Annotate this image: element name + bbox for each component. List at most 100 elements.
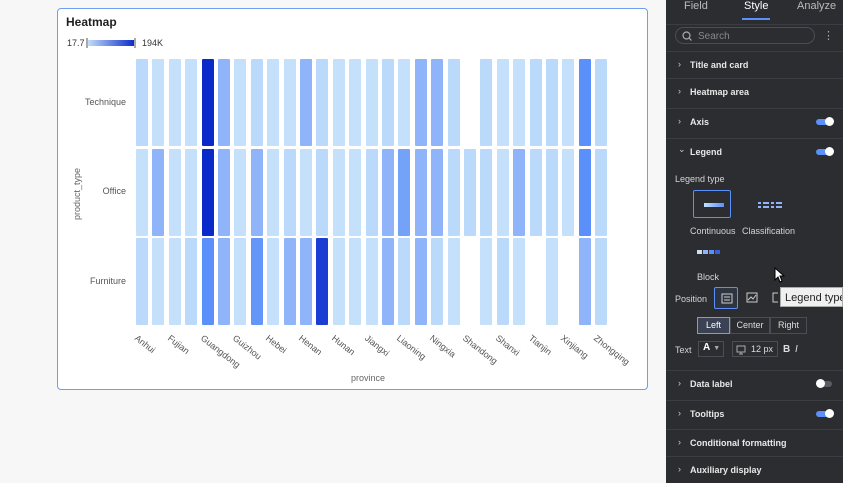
position-right-button[interactable] <box>766 287 778 309</box>
heatmap-cell[interactable] <box>578 149 591 236</box>
heatmap-cell[interactable] <box>332 238 345 325</box>
heatmap-cell[interactable] <box>234 59 247 146</box>
heatmap-cell[interactable] <box>332 149 345 236</box>
heatmap-cell[interactable] <box>562 59 575 146</box>
heatmap-cell[interactable] <box>431 238 444 325</box>
section-auxiliary-display[interactable]: › Auxiliary display <box>666 456 843 483</box>
heatmap-cell[interactable] <box>185 59 198 146</box>
heatmap-cell[interactable] <box>316 149 329 236</box>
heatmap-cell[interactable] <box>447 149 460 236</box>
tab-analyze[interactable]: Analyze <box>797 0 837 12</box>
heatmap-cell[interactable] <box>168 238 181 325</box>
legend-max-handle[interactable] <box>134 38 136 48</box>
heatmap-cell[interactable] <box>447 238 460 325</box>
heatmap-cell[interactable] <box>201 59 214 146</box>
axis-toggle[interactable] <box>816 117 834 126</box>
heatmap-cell[interactable] <box>480 59 493 146</box>
heatmap-cell[interactable] <box>218 149 230 236</box>
heatmap-cell[interactable] <box>300 59 312 146</box>
heatmap-cell[interactable] <box>513 59 526 146</box>
heatmap-cell[interactable] <box>201 149 214 236</box>
heatmap-cell[interactable] <box>414 149 427 236</box>
heatmap-cell[interactable] <box>431 59 444 146</box>
heatmap-cell[interactable] <box>365 238 378 325</box>
heatmap-cell[interactable] <box>513 149 526 236</box>
italic-button[interactable]: I <box>795 344 798 355</box>
heatmap-cell[interactable] <box>398 149 411 236</box>
heatmap-cell[interactable] <box>250 238 263 325</box>
align-right-button[interactable]: Right <box>770 317 807 334</box>
heatmap-cell[interactable] <box>283 59 296 146</box>
tab-field[interactable]: Field <box>684 0 708 12</box>
heatmap-cell[interactable] <box>529 59 542 146</box>
heatmap-cell[interactable] <box>267 59 280 146</box>
heatmap-cell[interactable] <box>152 238 165 325</box>
heatmap-cell[interactable] <box>316 59 329 146</box>
heatmap-cell[interactable] <box>250 59 263 146</box>
heatmap-cell[interactable] <box>300 149 312 236</box>
heatmap-cell[interactable] <box>152 149 165 236</box>
heatmap-cell[interactable] <box>300 238 312 325</box>
legend-min-handle[interactable] <box>86 38 88 48</box>
legend-gradient-bar[interactable] <box>87 40 135 46</box>
legend-toggle[interactable] <box>816 147 834 156</box>
heatmap-cell[interactable] <box>168 59 181 146</box>
legend-type-block-button[interactable] <box>693 238 731 266</box>
heatmap-cell[interactable] <box>218 238 230 325</box>
legend-type-classification-button[interactable] <box>750 190 788 218</box>
heatmap-cell[interactable] <box>185 238 198 325</box>
heatmap-cell[interactable] <box>546 238 558 325</box>
heatmap-cell[interactable] <box>365 59 378 146</box>
tab-style[interactable]: Style <box>744 0 769 12</box>
heatmap-cell[interactable] <box>578 59 591 146</box>
heatmap-cell[interactable] <box>365 149 378 236</box>
heatmap-cell[interactable] <box>250 149 263 236</box>
section-heatmap-area[interactable]: › Heatmap area <box>666 78 843 105</box>
heatmap-cell[interactable] <box>447 59 460 146</box>
heatmap-cell[interactable] <box>431 149 444 236</box>
heatmap-cell[interactable] <box>316 238 329 325</box>
heatmap-cell[interactable] <box>283 149 296 236</box>
heatmap-cell[interactable] <box>168 149 181 236</box>
heatmap-cell[interactable] <box>349 149 362 236</box>
heatmap-cell[interactable] <box>349 59 362 146</box>
heatmap-cell[interactable] <box>152 59 165 146</box>
heatmap-cell[interactable] <box>201 238 214 325</box>
section-data-label[interactable]: › Data label <box>666 370 843 397</box>
align-center-button[interactable]: Center <box>730 317 770 334</box>
section-legend[interactable]: ⌄ Legend <box>666 138 843 278</box>
text-color-picker[interactable]: A ▼ <box>698 341 724 357</box>
section-tooltips[interactable]: › Tooltips <box>666 400 843 427</box>
heatmap-card[interactable]: Heatmap 17.7 194K product_type Technique… <box>57 8 648 390</box>
data-label-toggle[interactable] <box>816 379 832 388</box>
heatmap-cell[interactable] <box>578 238 591 325</box>
heatmap-cell[interactable] <box>414 59 427 146</box>
search-box[interactable] <box>675 27 815 44</box>
section-axis[interactable]: › Axis <box>666 108 843 135</box>
heatmap-cell[interactable] <box>546 59 558 146</box>
heatmap-cell[interactable] <box>398 238 411 325</box>
heatmap-cell[interactable] <box>218 59 230 146</box>
heatmap-cell[interactable] <box>414 238 427 325</box>
bold-button[interactable]: B <box>783 344 791 355</box>
section-title-and-card[interactable]: › Title and card <box>666 51 843 78</box>
heatmap-cell[interactable] <box>595 238 608 325</box>
heatmap-cell[interactable] <box>546 149 558 236</box>
search-input[interactable] <box>696 29 810 44</box>
heatmap-cell[interactable] <box>562 149 575 236</box>
more-options-icon[interactable]: ⋮ <box>823 30 834 42</box>
heatmap-cell[interactable] <box>267 149 280 236</box>
heatmap-cell[interactable] <box>480 238 493 325</box>
heatmap-cell[interactable] <box>267 238 280 325</box>
heatmap-cell[interactable] <box>480 149 493 236</box>
section-conditional-formatting[interactable]: › Conditional formatting <box>666 429 843 456</box>
heatmap-cell[interactable] <box>234 149 247 236</box>
heatmap-cell[interactable] <box>349 238 362 325</box>
heatmap-cell[interactable] <box>332 59 345 146</box>
heatmap-cell[interactable] <box>382 238 394 325</box>
heatmap-cell[interactable] <box>513 238 526 325</box>
heatmap-cell[interactable] <box>529 149 542 236</box>
heatmap-cell[interactable] <box>398 59 411 146</box>
position-top-button[interactable] <box>714 287 738 309</box>
heatmap-cell[interactable] <box>234 238 247 325</box>
